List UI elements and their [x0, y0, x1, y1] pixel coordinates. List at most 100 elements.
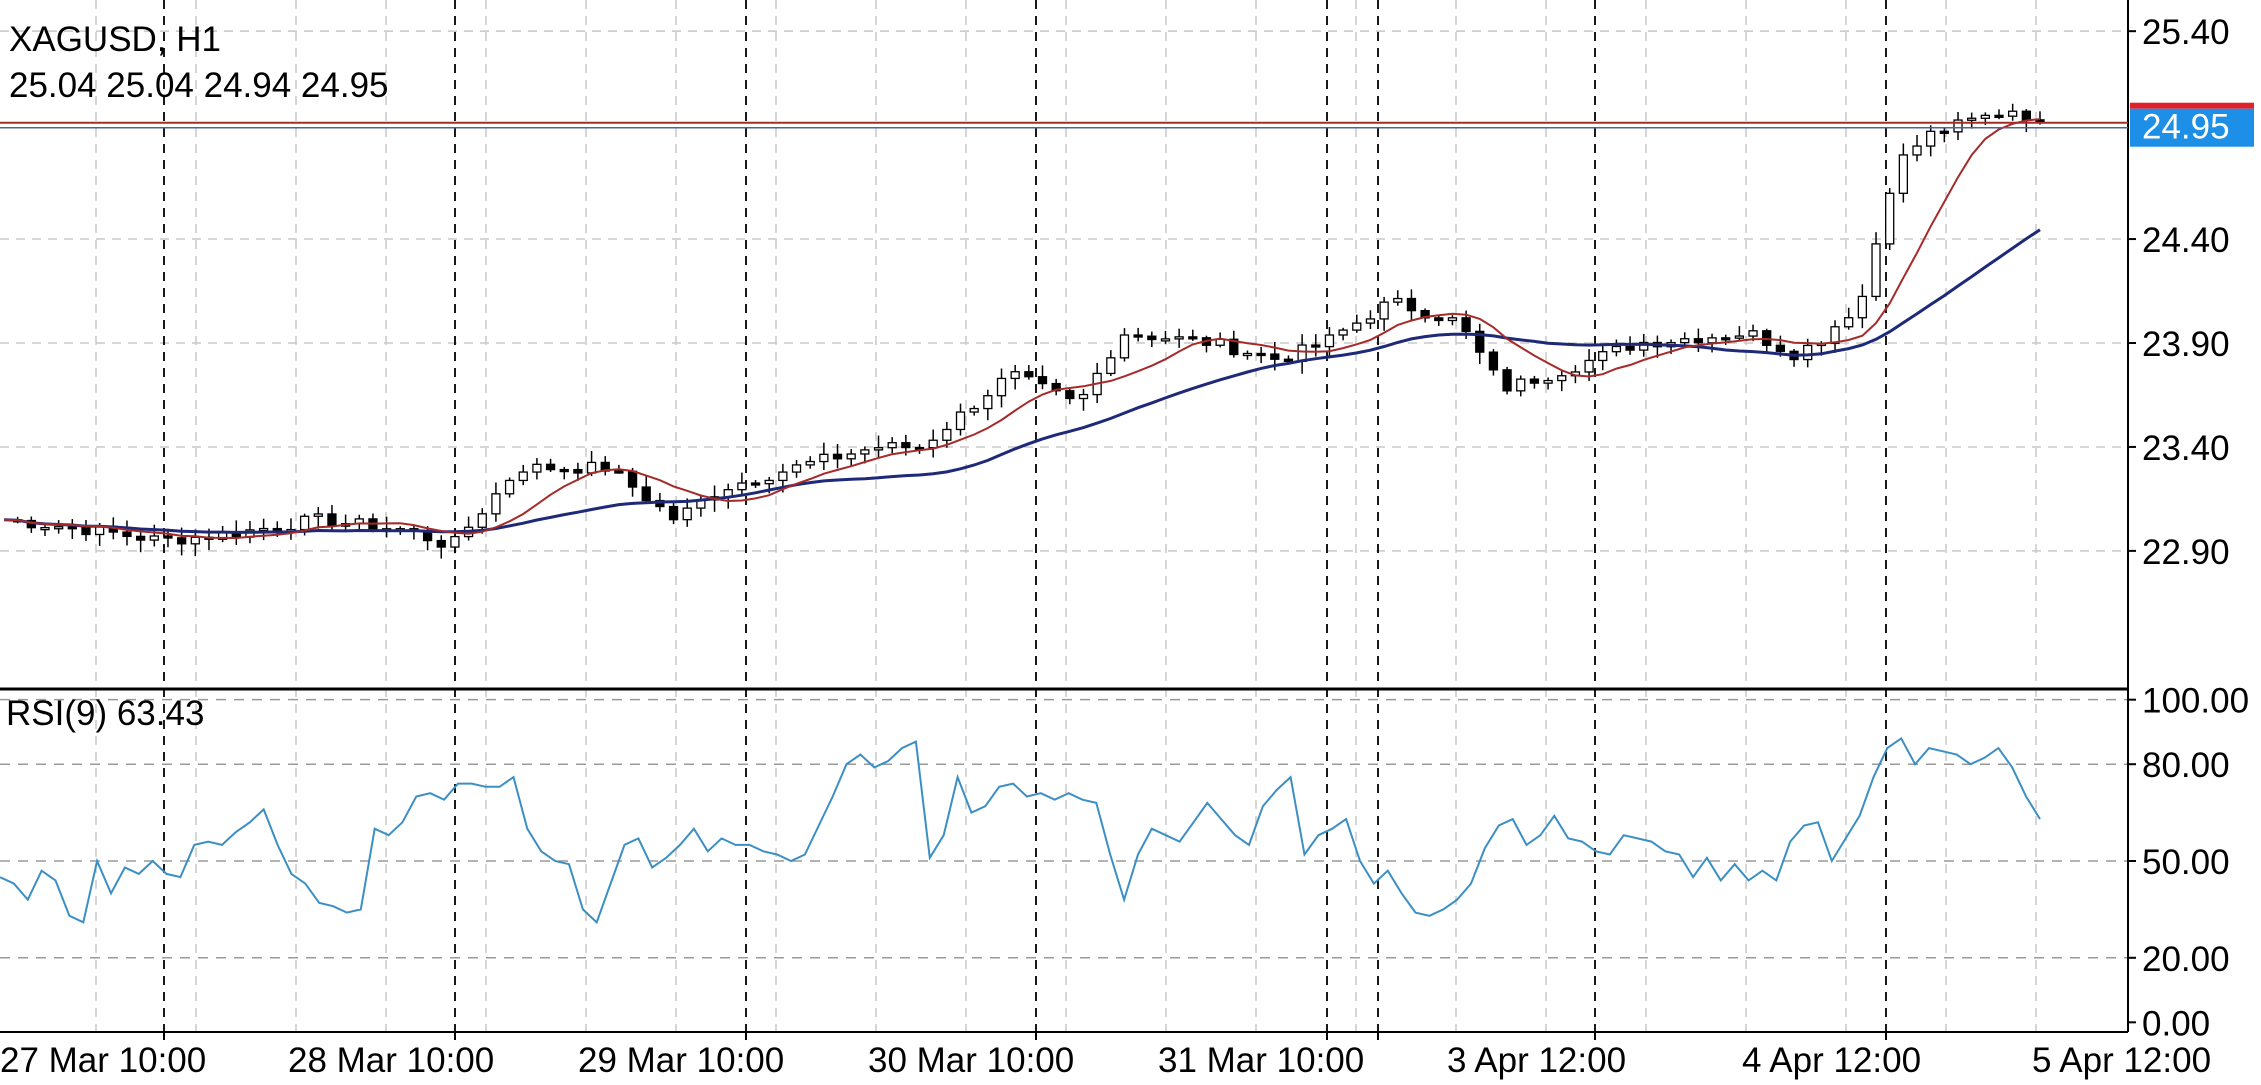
candle-body	[54, 526, 64, 530]
candle-body	[682, 507, 692, 521]
candle-body	[1242, 352, 1253, 357]
candle-body	[1939, 130, 1949, 134]
candle-body	[1488, 351, 1499, 371]
candle-body	[1584, 359, 1594, 373]
candle-body	[1065, 390, 1075, 400]
rsi-line	[0, 736, 2041, 925]
price-axis-label: 22.90	[2142, 533, 2230, 572]
candle-body	[1037, 376, 1048, 385]
candle-body	[40, 527, 50, 531]
rsi-axis-label: 80.00	[2142, 746, 2230, 785]
candle-body	[1707, 337, 1717, 344]
rsi-axis-label: 100.00	[2142, 682, 2249, 721]
candle-body	[504, 479, 515, 495]
candle-body	[805, 460, 815, 466]
candle-body	[1270, 353, 1280, 360]
candle-body	[764, 479, 774, 485]
candle-body	[1967, 117, 1977, 121]
candle-body	[1338, 329, 1348, 336]
candle-body	[942, 428, 952, 441]
candle-body	[1461, 317, 1471, 333]
candle-body	[122, 531, 132, 538]
candle-body	[1885, 192, 1895, 245]
candle-body	[327, 513, 337, 527]
candle-body	[436, 539, 446, 548]
candle-body	[1475, 330, 1485, 353]
candle-body	[887, 442, 897, 449]
candle-body	[1311, 344, 1321, 348]
candle-body	[67, 526, 77, 530]
candle-body	[1024, 371, 1034, 378]
candle-body	[1871, 243, 1881, 298]
price-tag-top-bar	[2130, 102, 2254, 109]
candle-body	[450, 535, 460, 548]
candle-body	[668, 505, 679, 521]
candle-body	[1598, 351, 1608, 362]
time-axis-label: 3 Apr 12:00	[1447, 1041, 1626, 1080]
time-axis-label: 27 Mar 10:00	[0, 1041, 206, 1080]
candle-body	[1119, 334, 1130, 359]
candle-body	[1721, 337, 1731, 341]
candle-body	[272, 527, 282, 532]
candle-body	[901, 442, 911, 449]
candle-body	[2021, 110, 2031, 121]
candle-body	[1611, 345, 1622, 353]
candle-body	[750, 482, 761, 486]
candle-body	[846, 453, 856, 460]
candle-body	[969, 407, 979, 413]
candle-body	[1215, 338, 1225, 346]
candle-body	[532, 463, 542, 473]
price-axis-label: 23.40	[2142, 429, 2230, 468]
candle-body	[149, 535, 159, 541]
candle-body	[299, 515, 310, 531]
slow-moving-average-line	[3, 228, 2041, 534]
current-price-tag	[2130, 108, 2254, 147]
symbol-timeframe-label: XAGUSD, H1	[9, 20, 221, 59]
rsi-axis-label: 0.00	[2142, 1004, 2210, 1043]
candle-body	[1625, 345, 1635, 351]
candle-body	[135, 535, 146, 541]
candle-body	[1994, 114, 2004, 119]
rsi-axis-label: 50.00	[2142, 843, 2230, 882]
candle-body	[791, 464, 802, 473]
candle-body	[1106, 357, 1116, 375]
candle-body	[1174, 336, 1184, 340]
candle-body	[1898, 154, 1909, 194]
candle-body	[1557, 375, 1567, 382]
candle-body	[1160, 338, 1171, 342]
candle-body	[258, 527, 269, 532]
candle-body	[1078, 393, 1089, 400]
candle-body	[1830, 326, 1840, 345]
candle-body	[559, 468, 569, 473]
candle-body	[81, 526, 91, 536]
candle-body	[1010, 371, 1020, 380]
candle-body	[1283, 358, 1294, 362]
candle-body	[1748, 330, 1758, 337]
candle-body	[190, 536, 200, 545]
candle-body	[1529, 378, 1540, 384]
time-axis-label: 31 Mar 10:00	[1158, 1041, 1364, 1080]
candle-body	[1734, 335, 1745, 339]
candle-body	[1953, 119, 1963, 133]
candle-body	[627, 470, 638, 488]
price-axis-label: 23.90	[2142, 325, 2230, 364]
time-axis-label: 30 Mar 10:00	[868, 1041, 1074, 1080]
candle-body	[641, 486, 651, 502]
fast-moving-average-line	[3, 118, 2041, 540]
candle-body	[955, 411, 966, 431]
candle-body	[1803, 344, 1813, 361]
candle-body	[1229, 338, 1239, 356]
candle-body	[2008, 110, 2018, 117]
candle-body	[313, 513, 323, 517]
candle-body	[778, 471, 788, 482]
candle-body	[1926, 130, 1936, 147]
current-price-tag-label: 24.95	[2142, 108, 2230, 147]
candle-body	[983, 395, 993, 410]
ohlc-readout: 25.04 25.04 24.94 24.95	[9, 66, 389, 105]
candle-body	[996, 377, 1007, 397]
candle-body	[737, 482, 747, 491]
candle-body	[819, 453, 829, 463]
